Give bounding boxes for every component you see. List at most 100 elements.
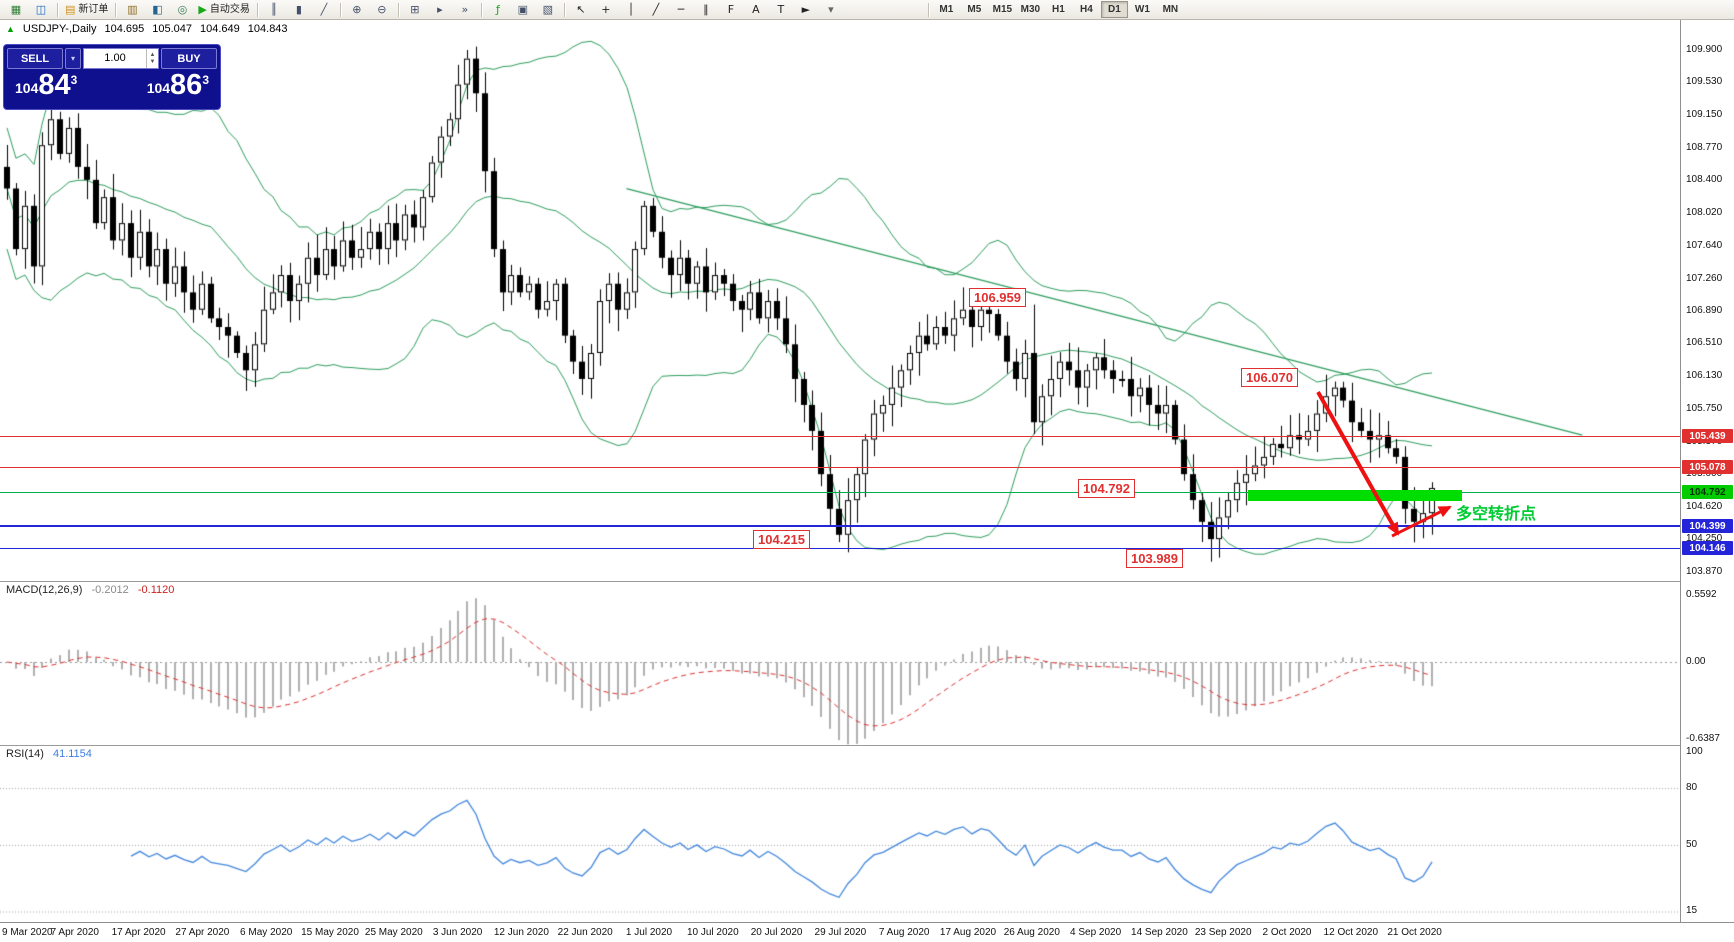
- vertical-line-icon[interactable]: │: [619, 1, 643, 19]
- horizontal-line-104-146[interactable]: [0, 547, 1680, 549]
- date-label: 9 Mar 2020: [2, 927, 53, 938]
- equidistant-channel-icon[interactable]: ∥: [694, 1, 718, 19]
- timeframe-m1[interactable]: M1: [939, 4, 954, 15]
- price-tick: 107.640: [1686, 239, 1723, 251]
- pane-separator[interactable]: [0, 745, 1734, 746]
- date-label: 14 Sep 2020: [1131, 927, 1188, 938]
- auto-scroll-icon-glyph: ▸: [437, 3, 443, 16]
- chart-symbol-label: USDJPY-,Daily: [22, 23, 97, 35]
- ask-sup: 3: [202, 73, 209, 87]
- horizontal-line-105-439[interactable]: [0, 435, 1680, 437]
- time-axis[interactable]: 9 Mar 2020 7 Apr 2020 17 Apr 2020 27 Apr 20…: [0, 922, 1734, 942]
- volume-spinner[interactable]: ▲ ▼: [146, 49, 158, 68]
- candlestick-mode-icon[interactable]: ▮: [287, 1, 311, 19]
- date-label: 25 May 2020: [364, 927, 423, 938]
- arrows-tool-icon[interactable]: ►: [794, 1, 818, 19]
- date-label: 3 Jun 2020: [432, 927, 483, 938]
- annotation-106-070[interactable]: 106.070: [1241, 368, 1298, 387]
- bid-price[interactable]: 104 84 3: [15, 69, 77, 102]
- rsi-scale-label: 15: [1686, 905, 1698, 916]
- horizontal-line-105-078[interactable]: [0, 466, 1680, 468]
- price-badge-104-146: 104.146: [1682, 541, 1733, 556]
- volume-input[interactable]: 1.00 ▲ ▼: [83, 48, 159, 69]
- vertical-line-icon-glyph: │: [627, 3, 635, 16]
- spinner-down-icon[interactable]: ▼: [149, 58, 156, 65]
- horizontal-line-104-792[interactable]: [0, 491, 1680, 493]
- tool-dropdown-icon[interactable]: ▾: [819, 1, 843, 19]
- price-badge-105-078: 105.078: [1682, 460, 1733, 475]
- annotation-106-959[interactable]: 106.959: [969, 288, 1026, 307]
- buy-button[interactable]: BUY: [161, 48, 217, 69]
- annotation-104-792[interactable]: 104.792: [1078, 479, 1135, 498]
- timeframe-m5[interactable]: M5: [967, 4, 982, 15]
- ask-price[interactable]: 104 86 3: [146, 69, 209, 102]
- price-tick: 109.150: [1686, 108, 1723, 120]
- bar-chart-mode-icon[interactable]: ║: [262, 1, 286, 19]
- indicators-icon[interactable]: ƒ: [486, 1, 510, 19]
- zoom-out-icon[interactable]: ⊖: [370, 1, 394, 19]
- trendline-icon-glyph: ╱: [652, 3, 660, 16]
- timeframe-w1[interactable]: W1: [1134, 4, 1150, 15]
- text-icon[interactable]: A: [744, 1, 768, 19]
- navigator-icon[interactable]: ◎: [170, 1, 194, 19]
- market-watch-icon[interactable]: ▥: [120, 1, 144, 19]
- support-zone[interactable]: [1248, 490, 1462, 501]
- chart-canvas[interactable]: [0, 20, 1680, 942]
- date-label: 15 May 2020: [301, 927, 359, 938]
- crosshair-icon[interactable]: +: [594, 1, 618, 19]
- macd-name: MACD(12,26,9): [6, 584, 83, 596]
- quote-open: 104.695: [104, 23, 145, 35]
- spinner-up-icon[interactable]: ▲: [149, 51, 156, 58]
- macd-indicator-label: MACD(12,26,9) -0.2012 -0.1120: [6, 584, 174, 596]
- text-label-icon-glyph: T: [777, 3, 785, 16]
- note-text[interactable]: 多空转折点: [1456, 506, 1537, 523]
- pane-separator[interactable]: [0, 581, 1734, 582]
- auto-scroll-icon[interactable]: ▸: [428, 1, 452, 19]
- timeframe-d1[interactable]: D1: [1100, 1, 1128, 18]
- arrows-tool-icon-glyph: ►: [801, 3, 811, 16]
- chart-shift-icon[interactable]: »: [453, 1, 477, 19]
- chart-window-icon[interactable]: ▦: [4, 1, 28, 19]
- price-badge-104-792: 104.792: [1682, 485, 1733, 500]
- volume-dropdown-icon[interactable]: ▾: [65, 48, 81, 69]
- horizontal-line-icon[interactable]: ─: [669, 1, 693, 19]
- profile-window-icon[interactable]: ◫: [29, 1, 53, 19]
- price-scale[interactable]: 109.900 109.530 109.150 108.770 108.400 108.0…: [1680, 20, 1734, 942]
- annotation-104-215[interactable]: 104.215: [753, 530, 810, 549]
- fibonacci-icon[interactable]: F: [719, 1, 743, 19]
- price-tick: 104.620: [1686, 501, 1723, 513]
- zoom-in-icon[interactable]: ⊕: [345, 1, 369, 19]
- tile-windows-icon[interactable]: ⊞: [403, 1, 427, 19]
- tool-dropdown-icon-glyph: ▾: [828, 3, 834, 16]
- toolbar-separator: [927, 2, 929, 17]
- rsi-scale-label: 50: [1686, 839, 1698, 850]
- data-window-icon-glyph: ◧: [152, 3, 163, 16]
- timeframe-h1[interactable]: H1: [1051, 4, 1065, 15]
- indicators-icon-glyph: ƒ: [495, 3, 500, 16]
- new-order-button[interactable]: ▤ 新订单: [62, 1, 111, 19]
- timeframe-m30[interactable]: M30: [1020, 4, 1041, 15]
- templates-icon[interactable]: ▧: [536, 1, 560, 19]
- date-label: 2 Oct 2020: [1262, 927, 1312, 938]
- rsi-name: RSI(14): [6, 748, 44, 760]
- timeframe-m15[interactable]: M15: [992, 4, 1013, 15]
- bar-chart-mode-icon-glyph: ║: [270, 3, 278, 16]
- autotrade-button[interactable]: ▶ 自动交易: [195, 1, 252, 19]
- line-chart-mode-icon[interactable]: ╱: [312, 1, 336, 19]
- sell-button[interactable]: SELL: [7, 48, 63, 69]
- price-tick: 106.890: [1686, 304, 1723, 316]
- ask-prefix: 104: [146, 80, 171, 96]
- autotrade-glyph: ▶: [198, 3, 207, 16]
- periods-icon[interactable]: ▣: [511, 1, 535, 19]
- autotrade-button-label: 自动交易: [209, 3, 250, 15]
- data-window-icon[interactable]: ◧: [145, 1, 169, 19]
- horizontal-line-104-399[interactable]: [0, 525, 1680, 528]
- templates-icon-glyph: ▧: [542, 3, 554, 16]
- rsi-indicator-label: RSI(14) 41.1154: [6, 748, 92, 760]
- timeframe-mn[interactable]: MN: [1162, 4, 1179, 15]
- annotation-103-989[interactable]: 103.989: [1126, 549, 1183, 568]
- trendline-icon[interactable]: ╱: [644, 1, 668, 19]
- timeframe-h4[interactable]: H4: [1079, 4, 1093, 15]
- text-label-icon[interactable]: T: [769, 1, 793, 19]
- cursor-icon[interactable]: ↖: [569, 1, 593, 19]
